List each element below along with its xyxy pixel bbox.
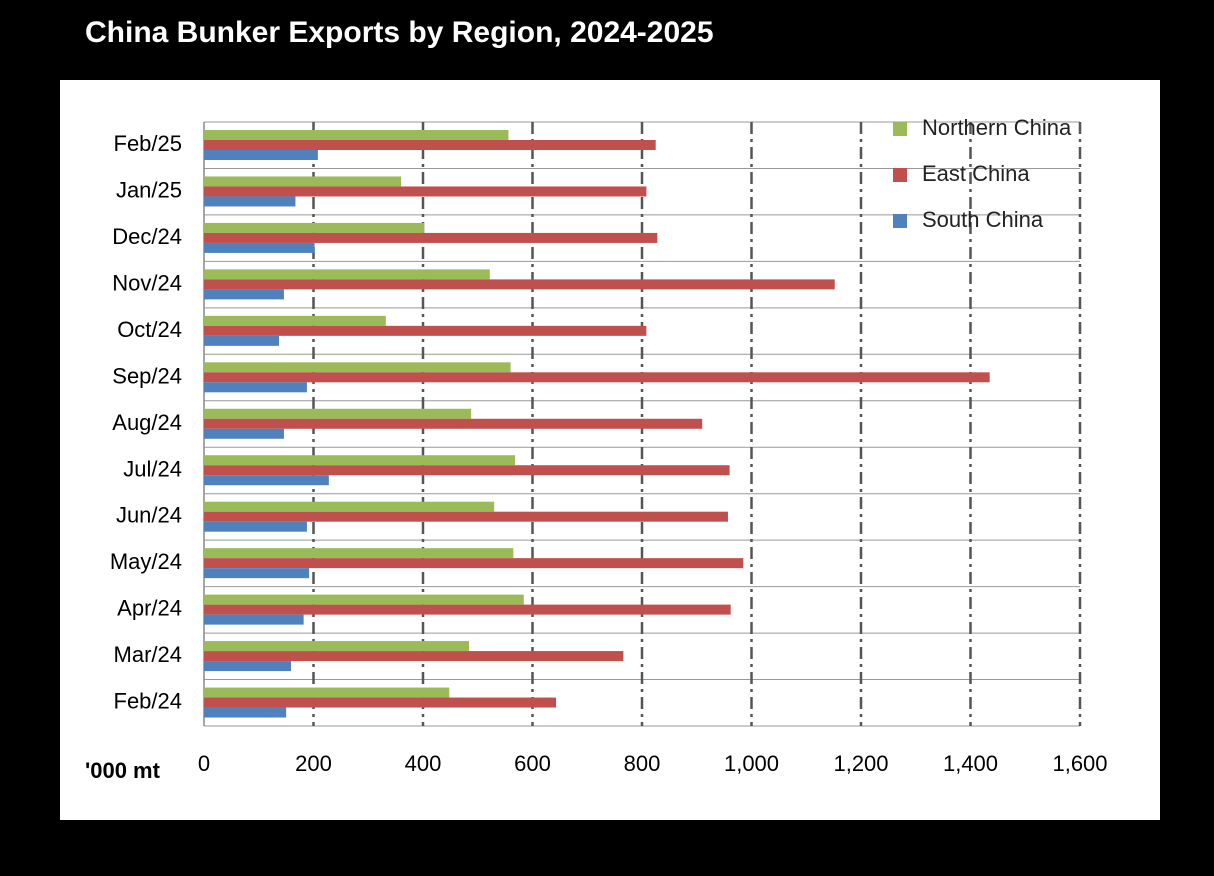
- bar: [204, 558, 744, 569]
- bar: [204, 242, 315, 253]
- bar: [204, 707, 287, 718]
- bar: [204, 475, 329, 486]
- bar: [204, 511, 728, 522]
- y-tick-label: Oct/24: [117, 317, 182, 342]
- y-tick-label: Mar/24: [114, 642, 182, 667]
- chart-title: China Bunker Exports by Region, 2024-202…: [85, 16, 714, 49]
- x-tick-label: 200: [295, 751, 332, 776]
- x-axis-label: '000 mt: [85, 758, 161, 783]
- y-tick-label: Jun/24: [116, 503, 182, 528]
- bar: [204, 186, 647, 197]
- bar: [204, 150, 318, 160]
- bar: [204, 176, 402, 187]
- legend-label: East China: [922, 161, 1030, 186]
- bar: [204, 568, 310, 579]
- bar: [204, 594, 524, 605]
- x-tick-label: 0: [198, 751, 210, 776]
- y-tick-label: Feb/25: [114, 131, 183, 156]
- bar: [204, 418, 703, 429]
- legend-swatch: [893, 168, 907, 182]
- bar: [204, 382, 307, 393]
- x-tick-label: 1,400: [943, 751, 998, 776]
- legend-label: Northern China: [922, 115, 1072, 140]
- x-tick-label: 800: [624, 751, 661, 776]
- bar: [204, 465, 730, 476]
- bar: [204, 279, 835, 290]
- bar: [204, 604, 731, 615]
- bar: [204, 428, 284, 439]
- bar: [204, 315, 386, 326]
- bar: [204, 196, 296, 207]
- bar: [204, 140, 656, 150]
- bar: [204, 548, 514, 559]
- x-tick-label: 1,000: [724, 751, 779, 776]
- y-tick-label: Apr/24: [117, 596, 182, 621]
- y-tick-label: Dec/24: [112, 224, 182, 249]
- bar: [204, 408, 472, 419]
- bar: [204, 614, 304, 625]
- legend-swatch: [893, 214, 907, 228]
- bar: [204, 269, 490, 280]
- y-tick-label: Aug/24: [112, 410, 182, 435]
- bar: [204, 232, 658, 243]
- bar: [204, 651, 624, 662]
- x-tick-label: 1,600: [1052, 751, 1107, 776]
- legend-swatch: [893, 122, 907, 136]
- bar: [204, 362, 511, 373]
- bar: [204, 501, 495, 512]
- x-tick-label: 400: [405, 751, 442, 776]
- bar: [204, 697, 557, 708]
- bar: [204, 641, 469, 652]
- y-tick-label: Jul/24: [123, 456, 182, 481]
- bar: [204, 661, 292, 672]
- y-tick-label: May/24: [110, 549, 182, 574]
- y-tick-label: Jan/25: [116, 178, 182, 203]
- legend-label: South China: [922, 207, 1044, 232]
- bar: [204, 372, 990, 383]
- y-tick-label: Nov/24: [112, 270, 182, 295]
- y-tick-label: Sep/24: [112, 363, 182, 388]
- bar: [204, 222, 425, 233]
- bar: [204, 289, 284, 300]
- y-tick-label: Feb/24: [114, 689, 183, 714]
- bar: [204, 335, 280, 346]
- bar: [204, 325, 647, 336]
- x-tick-label: 600: [514, 751, 551, 776]
- x-tick-label: 1,200: [833, 751, 888, 776]
- bar: [204, 687, 450, 698]
- bar: [204, 130, 509, 140]
- bar: [204, 521, 307, 532]
- bar: [204, 455, 515, 466]
